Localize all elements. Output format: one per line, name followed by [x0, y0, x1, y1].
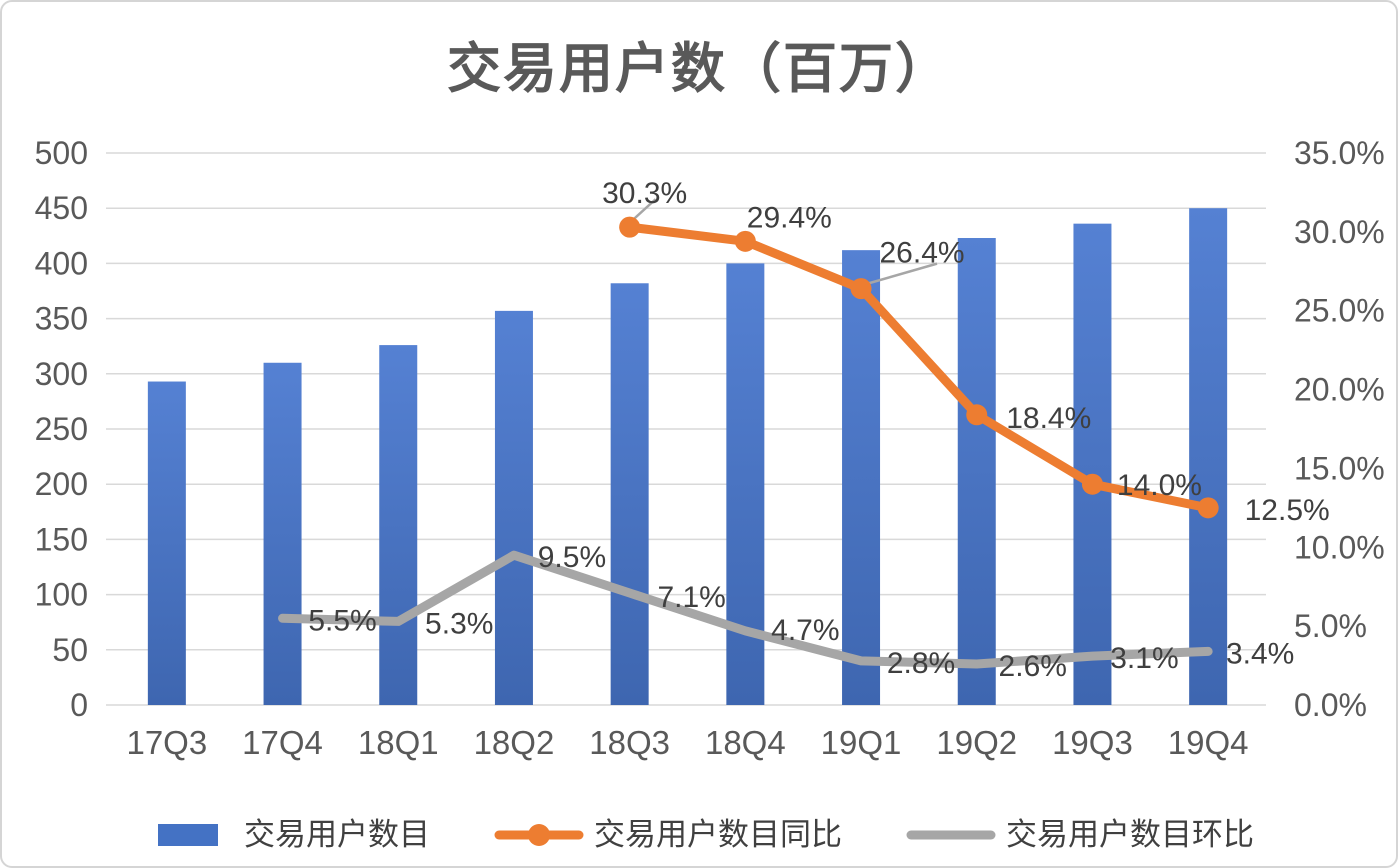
x-axis-label: 19Q2: [936, 724, 1017, 761]
legend-bar-swatch-icon: [158, 823, 218, 846]
legend-item-yoy: 交易用户数目同比: [494, 819, 842, 850]
bar-19Q2: [957, 238, 996, 705]
bar-19Q3: [1073, 223, 1112, 705]
left-axis-tick-label: 350: [35, 301, 88, 337]
x-axis-label: 18Q2: [474, 724, 555, 761]
left-axis-tick-label: 450: [35, 190, 88, 226]
data-label: 5.3%: [425, 607, 493, 640]
yoy-marker: [1081, 473, 1103, 495]
legend-label: 交易用户数目环比: [1006, 817, 1254, 852]
bar-17Q3: [147, 381, 186, 705]
data-label: 3.1%: [1110, 642, 1178, 675]
legend-item-qoq: 交易用户数目环比: [906, 819, 1254, 850]
right-axis-tick-label: 20.0%: [1294, 372, 1385, 408]
data-label: 4.7%: [771, 614, 839, 647]
left-axis-tick-label: 0: [70, 687, 88, 723]
legend-line-swatch-icon: [906, 830, 996, 839]
qoq-line: [278, 550, 1213, 669]
x-axis-label: 19Q4: [1168, 724, 1249, 761]
data-label: 18.4%: [1006, 402, 1091, 435]
bar-19Q4: [1189, 208, 1228, 705]
bar-18Q1: [379, 345, 418, 705]
data-label: 30.3%: [602, 177, 687, 210]
left-axis-tick-label: 200: [35, 466, 88, 502]
legend-label: 交易用户数目: [244, 817, 430, 852]
x-axis-label: 18Q3: [589, 724, 670, 761]
data-label: 2.6%: [999, 650, 1067, 683]
yoy-marker: [619, 216, 641, 238]
data-label: 9.5%: [538, 541, 606, 574]
left-axis-tick-label: 100: [35, 577, 88, 613]
right-axis-tick-label: 25.0%: [1294, 293, 1385, 329]
data-label: 29.4%: [747, 201, 832, 234]
data-label: 26.4%: [880, 237, 965, 270]
left-axis-tick-label: 500: [35, 135, 88, 171]
data-label: 12.5%: [1245, 494, 1330, 527]
yoy-line: [625, 222, 1213, 513]
left-axis-tick-label: 250: [35, 411, 88, 447]
x-axis-label: 17Q3: [126, 724, 207, 761]
bar-18Q2: [494, 310, 533, 705]
x-axis-label: 19Q1: [821, 724, 902, 761]
yoy-marker: [850, 278, 872, 300]
x-axis-label: 19Q3: [1052, 724, 1133, 761]
x-axis-label: 18Q4: [705, 724, 786, 761]
data-label: 7.1%: [657, 581, 725, 614]
bar-19Q1: [842, 250, 881, 706]
data-label: 5.5%: [308, 604, 376, 637]
bar-18Q3: [610, 283, 649, 705]
right-axis-tick-label: 5.0%: [1294, 608, 1367, 644]
data-label: 14.0%: [1117, 469, 1202, 502]
legend-item-bar: 交易用户数目: [144, 819, 430, 850]
yoy-marker: [734, 230, 756, 252]
label-leader-line: [631, 198, 657, 222]
right-axis-tick-label: 30.0%: [1294, 214, 1385, 250]
right-axis-tick-label: 15.0%: [1294, 450, 1385, 486]
data-label: 2.8%: [887, 647, 955, 680]
left-axis-tick-label: 300: [35, 356, 88, 392]
right-axis-tick-label: 0.0%: [1294, 687, 1367, 723]
left-axis-tick-label: 50: [52, 632, 88, 668]
left-axis-tick-label: 150: [35, 521, 88, 557]
chart-title: 交易用户数（百万）: [447, 39, 951, 99]
label-leader-line: [863, 262, 938, 286]
right-axis-tick-label: 35.0%: [1294, 135, 1385, 171]
legend-label: 交易用户数目同比: [594, 817, 842, 852]
x-axis-label: 18Q1: [358, 724, 439, 761]
chart-legend: 交易用户数目 交易用户数目同比 交易用户数目环比: [2, 819, 1396, 850]
bar-17Q4: [263, 362, 302, 705]
left-axis-tick-label: 400: [35, 245, 88, 281]
yoy-marker: [1197, 497, 1219, 519]
data-label: 3.4%: [1226, 637, 1294, 670]
yoy-marker: [966, 404, 988, 426]
legend-line-swatch-icon: [494, 823, 584, 846]
right-axis-tick-label: 10.0%: [1294, 529, 1385, 565]
x-axis-label: 17Q4: [242, 724, 323, 761]
